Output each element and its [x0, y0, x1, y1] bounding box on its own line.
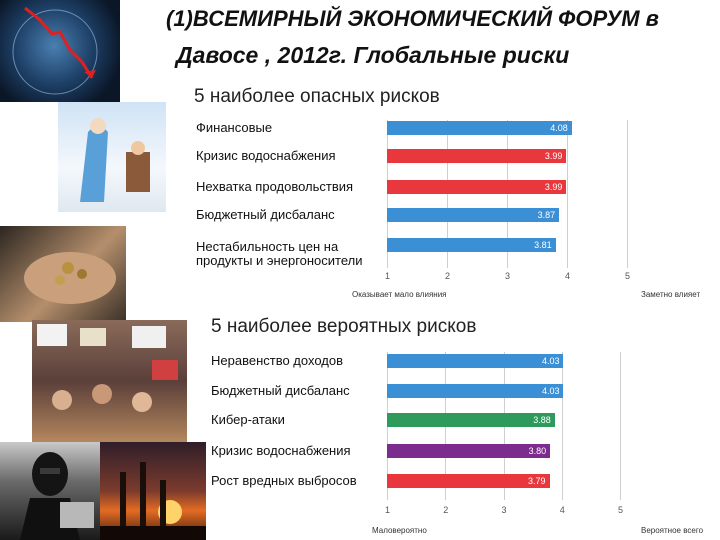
chart2-value-label: 4.03	[541, 386, 560, 396]
chart1-tick-label: 1	[385, 271, 391, 281]
slide-title-line-1: (1)ВСЕМИРНЫЙ ЭКОНОМИЧЕСКИЙ ФОРУМ в	[166, 6, 659, 31]
chart1-gridline	[567, 120, 568, 268]
chart1-gridline	[507, 120, 508, 268]
chart2-gridline	[561, 352, 563, 500]
chart2-category-label: Бюджетный дисбаланс	[211, 383, 350, 398]
snow-maiden-illustration	[58, 102, 166, 212]
chart2-tick-label: 5	[618, 505, 624, 515]
chart1-category-label: Нестабильность цен на продукты и энергон…	[196, 239, 363, 268]
chart2-bar	[387, 413, 555, 427]
chart1-category-label: Нехватка продовольствия	[196, 179, 354, 194]
chart2-value-label: 3.80	[528, 446, 547, 456]
chart2-tick-label: 1	[385, 505, 391, 515]
chart1-tick-label: 4	[565, 271, 571, 281]
chart1-footer-right: Заметно влияет	[641, 290, 701, 299]
chart2-value-label: 3.79	[527, 476, 546, 486]
chart2-value-label: 3.88	[533, 415, 551, 425]
chart2-category-label: Неравенство доходов	[211, 353, 343, 368]
chart1-bar	[387, 208, 560, 222]
chart1-value-label: 3.99	[544, 182, 563, 192]
chart1-bar	[387, 238, 556, 252]
chart2-tick-label: 3	[501, 505, 507, 515]
hand-with-coins-photo	[0, 226, 126, 322]
chart1-value-label: 3.81	[534, 240, 552, 250]
chart1-category-label: Кризис водоснабжения	[196, 148, 336, 163]
protest-crowd-photo	[32, 320, 187, 442]
chart1-tick-label: 5	[625, 271, 631, 281]
chart2-bar	[387, 354, 564, 368]
chart2-category-label: Кризис водоснабжения	[211, 443, 351, 458]
chart2-value-label: 4.03	[541, 356, 560, 366]
chart1-bar	[387, 180, 567, 194]
chart2-gridline	[620, 352, 621, 500]
chart1-tick-label: 3	[505, 271, 511, 281]
slide-title-line-2: Давосе , 2012г. Глобальные риски	[176, 42, 570, 68]
globe-market-crash-photo	[0, 0, 120, 102]
chart1-category-label: Финансовые	[196, 120, 273, 135]
chart1-bar	[387, 149, 567, 163]
chart1-value-label: 3.87	[537, 210, 556, 220]
chart2-tick-label: 4	[559, 505, 565, 515]
chart1-gridline	[627, 120, 628, 268]
chart1-footer-left: Оказывает мало влияния	[352, 290, 447, 299]
chart2-bar	[387, 474, 550, 488]
chart2-bar	[387, 384, 564, 398]
chart1-bar	[387, 121, 572, 135]
chart2-category-label: Рост вредных выбросов	[211, 473, 357, 488]
chart1-gridline	[387, 120, 388, 268]
chart1-title: 5 наиболее опасных рисков	[194, 86, 440, 107]
chart2-tick-label: 2	[443, 505, 449, 515]
chart1-value-label: 4.08	[550, 123, 568, 133]
factory-smokestacks-photo	[100, 442, 206, 540]
chart2-bar	[387, 444, 551, 458]
chart1-gridline	[447, 120, 448, 268]
chart1-value-label: 3.99	[544, 151, 563, 161]
chart1-category-label: Бюджетный дисбаланс	[196, 207, 335, 222]
chart2-footer-left: Маловероятно	[372, 526, 427, 535]
chart2-category-label: Кибер-атаки	[211, 412, 285, 427]
chart2-footer-right: Вероятное всего	[641, 526, 704, 535]
chart2-title: 5 наиболее вероятных рисков	[211, 316, 477, 337]
chart1-tick-label: 2	[445, 271, 451, 281]
hacker-photo	[0, 442, 100, 540]
